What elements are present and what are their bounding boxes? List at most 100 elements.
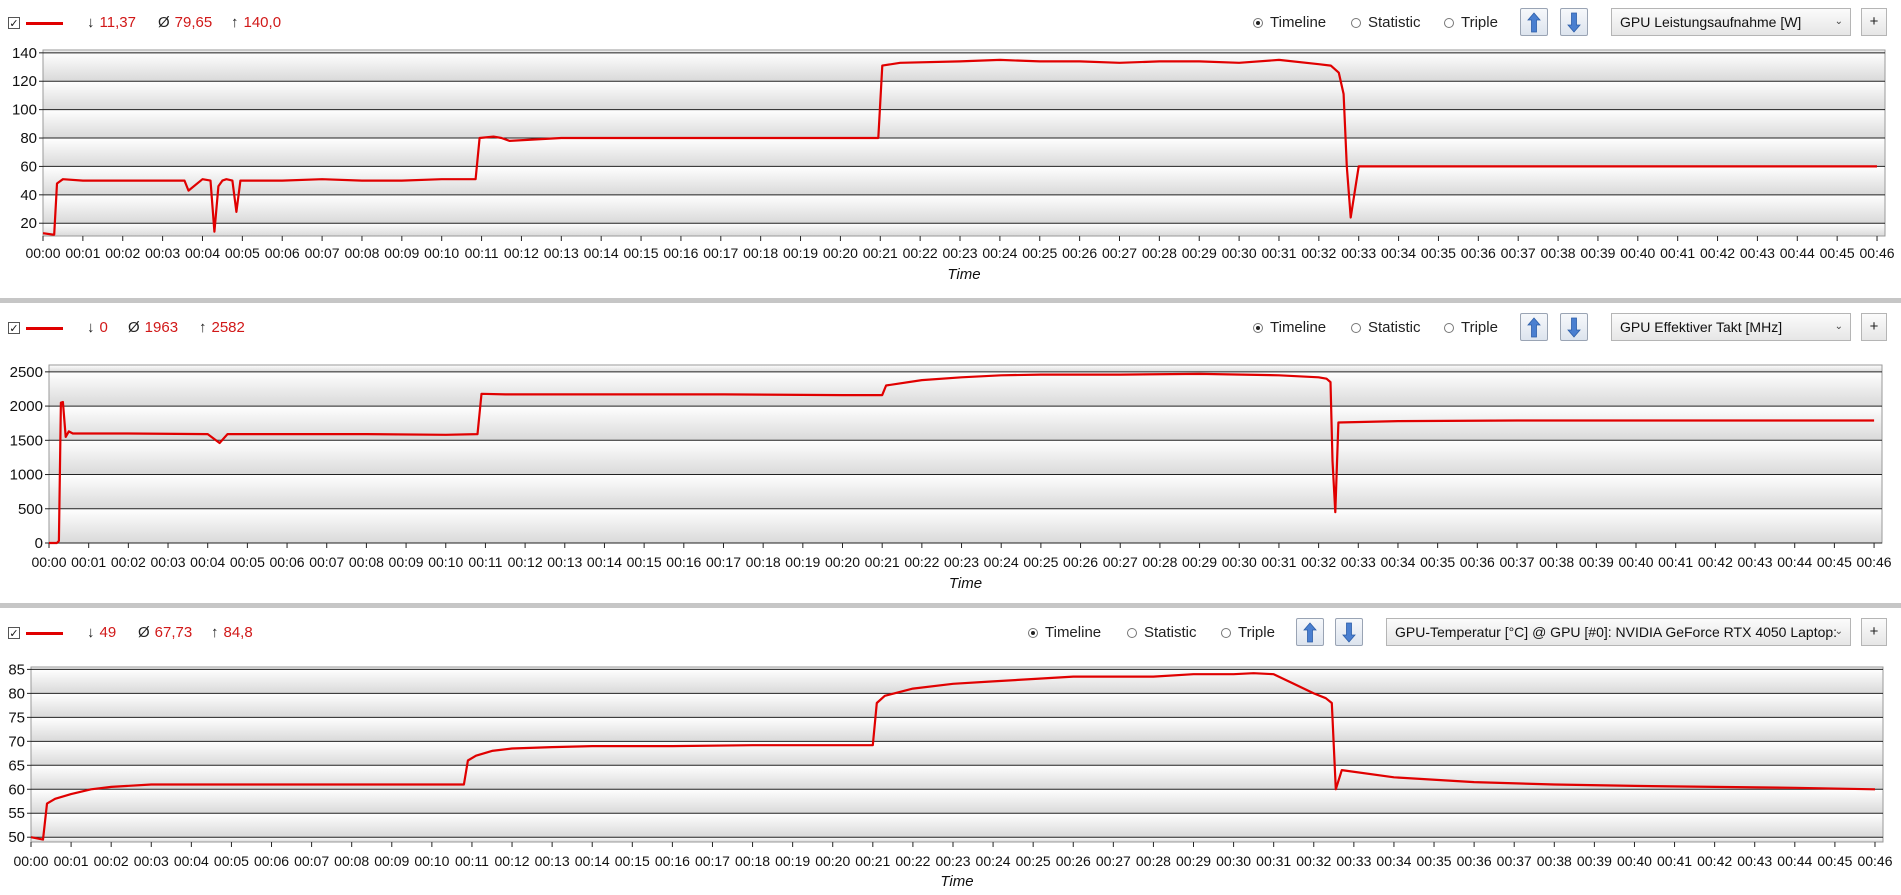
move-down-button[interactable] (1560, 8, 1588, 36)
series-visibility-checkbox[interactable]: ✓ (8, 322, 20, 335)
max-arrow-icon: ↑ (211, 624, 219, 641)
x-tick-label: 00:34 (1376, 853, 1411, 869)
x-tick-label: 00:29 (1182, 554, 1217, 570)
x-tick-label: 00:21 (865, 554, 900, 570)
y-tick-label: 55 (8, 805, 25, 822)
x-tick-label: 00:18 (735, 853, 770, 869)
x-tick-label: 00:26 (1056, 853, 1091, 869)
series-visibility-checkbox[interactable]: ✓ (8, 627, 20, 640)
x-tick-label: 00:03 (151, 554, 186, 570)
panel-divider[interactable] (0, 603, 1901, 608)
avg-stat: Ø 79,65 (158, 14, 212, 31)
x-tick-label: 00:20 (815, 853, 850, 869)
x-tick-label: 00:06 (254, 853, 289, 869)
arrow-down-icon (1342, 622, 1356, 643)
x-axis-title: Time (940, 873, 973, 890)
add-sensor-button[interactable]: + (1861, 8, 1887, 36)
radio-triple[interactable]: Triple (1444, 319, 1498, 336)
x-tick-label: 00:21 (855, 853, 890, 869)
series-line-sample (26, 22, 63, 25)
x-tick-label: 00:17 (703, 245, 738, 261)
x-tick-label: 00:26 (1063, 554, 1098, 570)
move-up-button[interactable] (1520, 313, 1548, 341)
radio-timeline[interactable]: Timeline (1028, 624, 1101, 641)
plot-band (31, 741, 1883, 766)
x-tick-label: 00:38 (1541, 245, 1576, 261)
y-tick-label: 20 (20, 215, 37, 232)
radio-timeline[interactable]: Timeline (1253, 319, 1326, 336)
x-tick-label: 00:27 (1096, 853, 1131, 869)
x-tick-label: 00:04 (185, 245, 220, 261)
radio-statistic[interactable]: Statistic (1351, 319, 1421, 336)
x-tick-label: 00:08 (344, 245, 379, 261)
x-tick-label: 00:44 (1780, 245, 1815, 261)
x-tick-label: 00:46 (1860, 245, 1895, 261)
plot-frame (30, 666, 1884, 843)
x-tick-label: 00:37 (1501, 245, 1536, 261)
move-down-button[interactable] (1560, 313, 1588, 341)
sensor-select[interactable]: GPU-Temperatur [°C] @ GPU [#0]: NVIDIA G… (1386, 618, 1851, 646)
move-up-button[interactable] (1520, 8, 1548, 36)
move-up-button[interactable] (1296, 618, 1324, 646)
min-value: 11,37 (99, 14, 136, 31)
x-tick-label: 00:38 (1539, 554, 1574, 570)
add-sensor-button[interactable]: + (1861, 313, 1887, 341)
x-tick-label: 00:05 (230, 554, 265, 570)
y-tick-label: 70 (8, 733, 25, 750)
x-tick-label: 00:10 (424, 245, 459, 261)
add-sensor-button[interactable]: + (1861, 618, 1887, 646)
x-tick-label: 00:43 (1740, 245, 1775, 261)
panel-divider[interactable] (0, 298, 1901, 303)
x-tick-label: 00:30 (1216, 853, 1251, 869)
x-tick-label: 00:42 (1698, 554, 1733, 570)
move-down-button[interactable] (1335, 618, 1363, 646)
y-tick-label: 500 (18, 501, 43, 518)
min-value: 0 (99, 319, 108, 336)
x-tick-label: 00:24 (984, 554, 1019, 570)
max-arrow-icon: ↑ (199, 319, 207, 336)
y-tick-label: 1500 (10, 432, 43, 449)
radio-label: Timeline (1045, 624, 1102, 641)
max-value: 2582 (211, 319, 245, 336)
x-tick-label: 00:01 (65, 245, 100, 261)
plot-band (31, 813, 1883, 838)
radio-triple[interactable]: Triple (1444, 14, 1498, 31)
plot-band (49, 508, 1882, 543)
radio-triple[interactable]: Triple (1221, 624, 1275, 641)
y-tick-label: 50 (8, 829, 25, 846)
plot-band (43, 138, 1885, 167)
plot-band (43, 166, 1885, 195)
y-tick-label: 1000 (10, 467, 43, 484)
radio-statistic[interactable]: Statistic (1351, 14, 1421, 31)
radio-label: Triple (1461, 319, 1498, 336)
plot-frame (42, 49, 1886, 237)
x-tick-label: 00:02 (94, 853, 129, 869)
x-tick-label: 00:13 (547, 554, 582, 570)
radio-statistic[interactable]: Statistic (1127, 624, 1197, 641)
x-tick-label: 00:21 (863, 245, 898, 261)
series-line (30, 672, 1876, 841)
x-tick-label: 00:36 (1461, 245, 1496, 261)
series-visibility-checkbox[interactable]: ✓ (8, 17, 20, 30)
panel-toolbar: ✓ ↓ 49 Ø 67,73 ↑ 84,8 Timeline Statistic Tr… (0, 610, 1901, 656)
plot-band (43, 194, 1885, 224)
x-tick-label: 00:29 (1182, 245, 1217, 261)
x-tick-label: 00:13 (544, 245, 579, 261)
max-value: 140,0 (243, 14, 282, 31)
x-tick-label: 00:25 (1023, 554, 1058, 570)
sensor-select[interactable]: GPU Effektiver Takt [MHz] ⌄ (1611, 313, 1851, 341)
x-tick-label: 00:33 (1341, 554, 1376, 570)
radio-timeline[interactable]: Timeline (1253, 14, 1326, 31)
arrow-down-icon (1567, 12, 1581, 33)
radio-label: Statistic (1368, 319, 1421, 336)
x-tick-label: 00:45 (1817, 554, 1852, 570)
x-tick-label: 00:22 (895, 853, 930, 869)
line-chart: 50 55 60 65 70 75 80 85 00:00 00:01 00:02 00:03 00:0… (8, 661, 1892, 890)
x-tick-label: 00:11 (455, 853, 489, 869)
sensor-select[interactable]: GPU Leistungsaufnahme [W] ⌄ (1611, 8, 1851, 36)
x-tick-label: 00:26 (1062, 245, 1097, 261)
x-tick-label: 00:19 (783, 245, 818, 261)
min-arrow-icon: ↓ (87, 624, 95, 641)
x-tick-label: 00:28 (1142, 554, 1177, 570)
series-line (49, 372, 1875, 545)
